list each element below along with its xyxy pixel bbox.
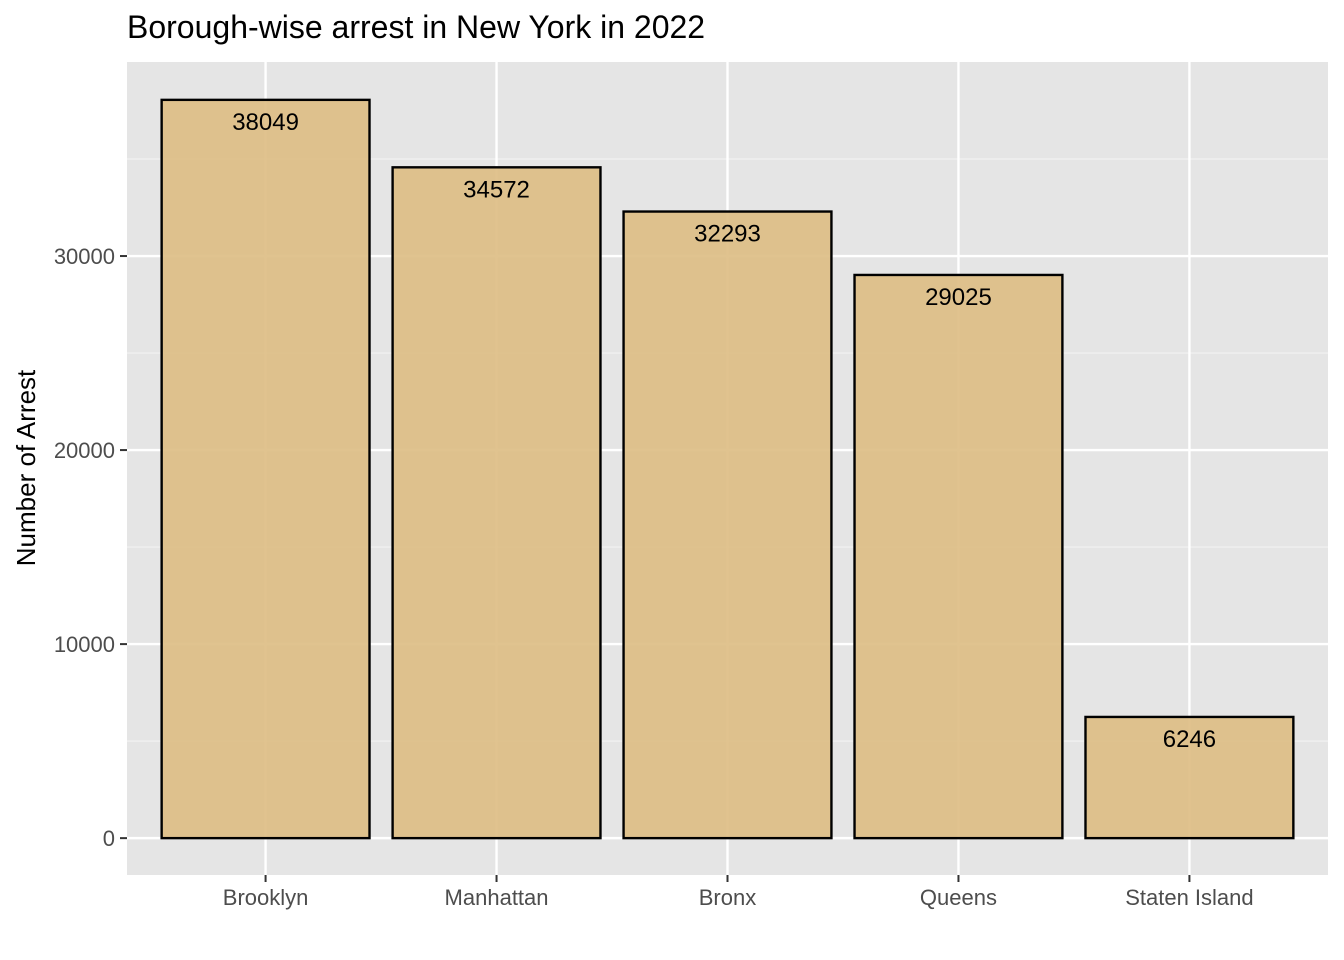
x-tick-label: Brooklyn (223, 885, 309, 910)
x-tick-label: Staten Island (1125, 885, 1253, 910)
bar (391, 166, 602, 840)
bar-value-label: 6246 (1163, 726, 1216, 753)
bar (1084, 715, 1295, 840)
bar-value-label: 32293 (694, 221, 761, 248)
chart-title: Borough-wise arrest in New York in 2022 (127, 9, 705, 45)
x-tick-label: Bronx (699, 885, 756, 910)
bars (160, 98, 1295, 840)
bar-value-label: 34572 (463, 176, 530, 203)
bar-value-label: 29025 (925, 284, 992, 311)
y-tick-label: 30000 (54, 244, 115, 269)
x-tick-label: Manhattan (445, 885, 549, 910)
y-tick-label: 20000 (54, 438, 115, 463)
data-labels: 38049 34572 32293 29025 6246 (232, 109, 1216, 753)
y-tick-label: 10000 (54, 632, 115, 657)
bar (622, 210, 833, 840)
bar (853, 273, 1064, 840)
x-tick-label: Queens (920, 885, 997, 910)
bar-value-label: 38049 (232, 109, 299, 136)
x-axis: Brooklyn Manhattan Bronx Queens Staten Islan… (223, 875, 1254, 910)
y-tick-label: 0 (103, 826, 115, 851)
y-axis-title: Number of Arrest (11, 369, 41, 566)
y-axis: 0 10000 20000 30000 (54, 244, 127, 851)
bar (160, 98, 371, 840)
